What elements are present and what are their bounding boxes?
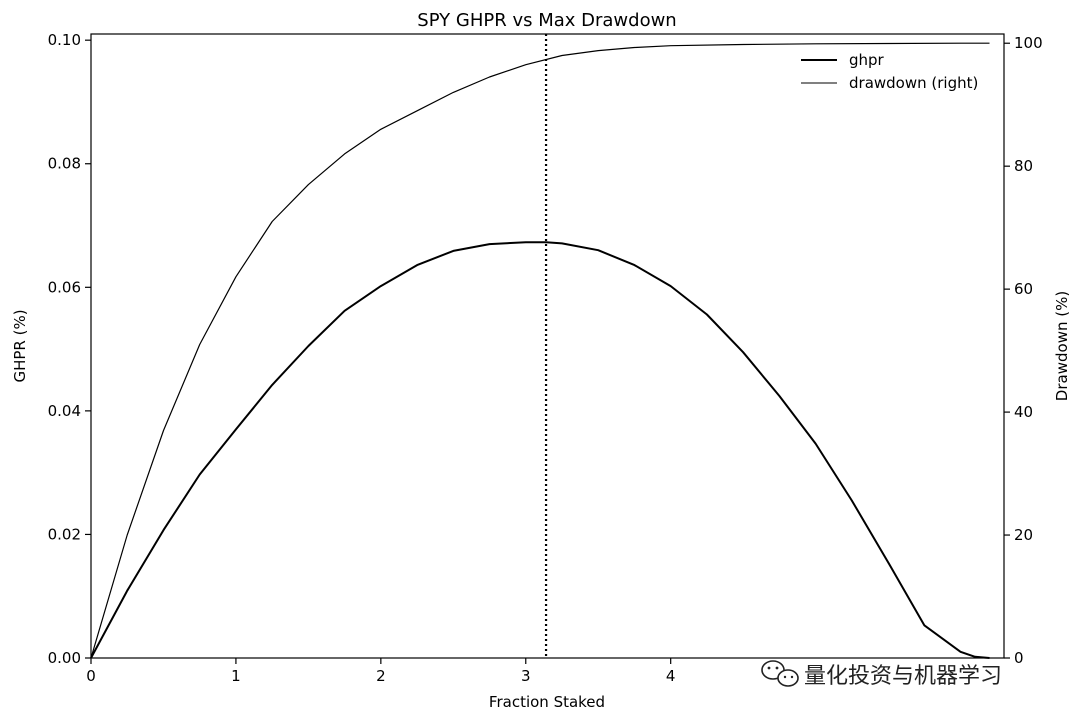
y-left-tick-label: 0.06	[48, 278, 81, 296]
x-tick-label: 4	[666, 667, 676, 685]
y-left-tick-label: 0.10	[48, 31, 81, 49]
y-right-tick-label: 0	[1014, 649, 1024, 667]
y-right-tick-label: 60	[1014, 280, 1033, 298]
legend-ghpr-label: ghpr	[849, 51, 885, 69]
wechat-icon	[761, 660, 799, 687]
y-right-tick-label: 20	[1014, 526, 1033, 544]
ticks-layer: 0 1 2 3 4 0.00 0.02 0.04 0.06 0.08 0.10 0 20 40 60 80 10…	[48, 31, 1043, 685]
plot-background	[91, 34, 1004, 658]
y-left-axis-title: GHPR (%)	[11, 309, 29, 382]
chart-title: SPY GHPR vs Max Drawdown	[417, 10, 676, 31]
x-tick-label: 2	[376, 667, 386, 685]
x-tick-label: 0	[86, 667, 96, 685]
x-tick-label: 1	[231, 667, 241, 685]
y-left-tick-label: 0.04	[48, 402, 81, 420]
y-right-tick-label: 100	[1014, 34, 1043, 52]
x-tick-label: 3	[521, 667, 531, 685]
watermark: 量化投资与机器学习	[761, 660, 1002, 689]
y-right-tick-label: 80	[1014, 157, 1033, 175]
y-left-tick-label: 0.08	[48, 155, 81, 173]
series-layer	[90, 34, 990, 659]
y-left-tick-label: 0.02	[48, 525, 81, 543]
drawdown-line	[90, 42, 990, 659]
watermark-text: 量化投资与机器学习	[804, 664, 1002, 689]
plot-frame	[90, 33, 1005, 659]
x-axis-title: Fraction Staked	[489, 693, 605, 711]
y-left-tick-label: 0.00	[48, 649, 81, 667]
legend: ghpr drawdown (right)	[801, 51, 978, 92]
legend-drawdown-label: drawdown (right)	[849, 74, 978, 92]
y-right-tick-label: 40	[1014, 403, 1033, 421]
ghpr-line	[90, 241, 990, 659]
y-right-axis-title: Drawdown (%)	[1053, 291, 1071, 401]
